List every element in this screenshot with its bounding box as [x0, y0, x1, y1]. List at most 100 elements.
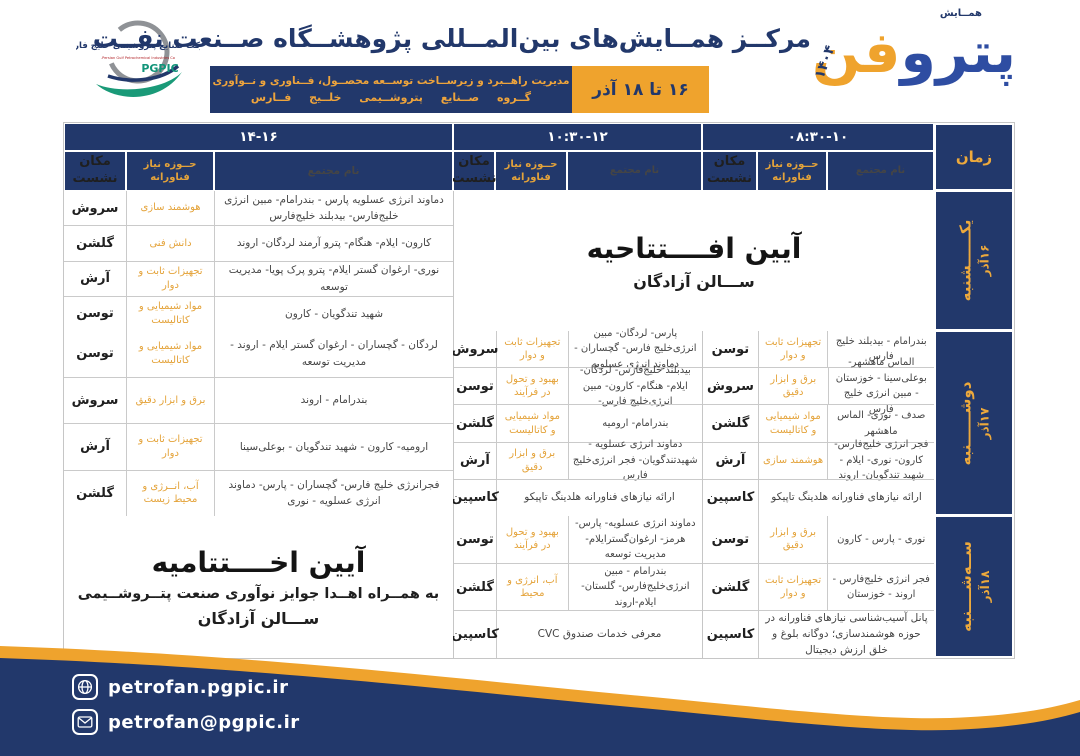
- day-cell: دوشــــــنبه ۱۷آذر: [934, 331, 1014, 516]
- schedule-row: معرفی خدمات صندوق CVC کاسپین: [451, 610, 702, 659]
- session-place-cell: توسن: [76, 306, 114, 322]
- schedule-table: زمان ۰۸:۳۰-۱۰ نام مجتمع حــوزه نیاز فناوران…: [63, 122, 1015, 659]
- need-area-cell: برق و ابزار دقیق: [126, 377, 214, 423]
- session-place-cell: گلشن: [711, 416, 750, 431]
- schedule-row: پانل آسیب‌شناسی نیازهای فناورانه در حوزه…: [703, 610, 934, 659]
- schedule-section-s08: نوری - پارس - کارون برق و ابزار دقیق توسن ف…: [702, 516, 934, 659]
- schedule-row: دماوند انرژی عسلویه - شهیدتندگویان- فجر …: [454, 439, 702, 481]
- column-header-need: حــوزه نیاز فناورانه: [757, 151, 827, 191]
- session-note-cell: معرفی خدمات صندوق CVC: [496, 611, 702, 659]
- venues-cell: فجر انرژی خلیج‌فارس- کارون- نوری- ایلام …: [827, 439, 934, 481]
- need-area-cell: مواد شیمیایی و کاتالیست: [126, 331, 214, 377]
- need-area-cell: دانش فنی: [126, 226, 214, 261]
- schedule-row: صدف - نوری- الماس ماهشهر مواد شیمیایی و ک…: [703, 404, 934, 442]
- session-place-cell: کاسپین: [706, 490, 755, 506]
- need-area-cell: مواد شیمیایی و کاتالیست: [126, 296, 214, 331]
- column-header-place: مکان نشست: [702, 151, 757, 191]
- page-header: شرکت صنایع پتروشیمی خلیج فارس Persian Gu…: [0, 0, 1080, 120]
- table-header-band: زمان ۰۸:۳۰-۱۰ نام مجتمع حــوزه نیاز فناوران…: [64, 123, 1014, 191]
- venues-cell: الماس ماهشهر- بوعلی‌سینا - خوزستان - مبی…: [827, 357, 934, 415]
- time-slot-label: ۰۸:۳۰-۱۰: [702, 123, 934, 152]
- schedule-row: پارس- لردگان- مبین انرژی‌خلیج فارس- گچسا…: [451, 328, 702, 370]
- schedule-section-s14: دماوند انرژی عسلویه پارس - بندرامام- مبی…: [64, 191, 453, 331]
- pgpic-abbr: PGPIC: [141, 62, 178, 75]
- header-section-s14: ۱۴-۱۶ نام مجتمع حــوزه نیاز فناورانه مکان ن…: [64, 123, 453, 191]
- session-place-cell: توسن: [711, 341, 750, 357]
- session-place-cell: آرش: [715, 453, 746, 469]
- header-section-s10: ۱۰:۳۰-۱۲ نام مجتمع حــوزه نیاز فناورانه مکا…: [451, 123, 702, 191]
- ceremony-cell: آیین اخــــتتامیه به همــراه اهــدا جوایز…: [64, 516, 453, 658]
- session-place-cell: آرش: [80, 271, 110, 287]
- venues-cell: دماوند انرژی عسلویه پارس - بندرامام- مبی…: [214, 191, 453, 226]
- day-label-rotated: یکــــــشنبه ۱۶آذر: [956, 220, 991, 302]
- venues-cell: بندرامام - مبین انرژی‌خلیج‌فارس- گلستان-…: [567, 563, 702, 611]
- need-area-cell: آب، انــرژی و محیط زیست: [126, 470, 214, 516]
- need-area-cell: تجهیزات ثابت و دوار: [496, 331, 568, 368]
- event-tag: همــایش: [939, 8, 982, 19]
- schedule-row: دماوند انرژی عسلویه- پارس- هرمز- ارغوان‌…: [454, 516, 702, 563]
- session-place-cell: سروش: [451, 341, 499, 357]
- website-text: petrofan.pgpic.ir: [108, 676, 289, 698]
- event-name-part2: فن: [811, 20, 901, 86]
- day-date: ۱۶آذر: [977, 244, 992, 277]
- need-area-cell: بهبود و تحول در فرآیند: [496, 516, 568, 563]
- column-header-name: نام مجتمع: [214, 151, 453, 191]
- session-note-cell: پانل آسیب‌شناسی نیازهای فناورانه در حوزه…: [758, 611, 934, 659]
- day-name: دوشــــــنبه: [956, 381, 975, 465]
- need-area-cell: هوشمند سازی: [757, 442, 828, 479]
- petrofan-logo: همــایش پتروفن ۱۴۰۴: [802, 2, 1016, 118]
- schedule-row: فجرانرژی خلیج فارس- گچساران - پارس- دماو…: [64, 469, 453, 516]
- event-name-part1: پترو: [900, 20, 1016, 86]
- schedule-row: ارومیه- کارون - شهید تندگویان - بوعلی‌سی…: [64, 423, 453, 470]
- session-place-cell: گلشن: [76, 235, 114, 251]
- schedule-row: کارون- ایلام- هنگام- پترو آرمند لردگان- …: [64, 225, 453, 261]
- day-label-rotated: دوشــــــنبه ۱۷آذر: [956, 381, 991, 465]
- schedule-row: بندرامام - مبین انرژی‌خلیج‌فارس- گلستان-…: [454, 562, 702, 611]
- email-icon: [72, 709, 98, 735]
- ceremony-hall: ســـالن آزادگان: [633, 271, 755, 291]
- header-section-s08: ۰۸:۳۰-۱۰ نام مجتمع حــوزه نیاز فناورانه مکا…: [702, 123, 934, 191]
- need-area-cell: بهبود و تحول در فرآیند: [496, 368, 568, 405]
- schedule-row: نوری - پارس - کارون برق و ابزار دقیق توسن: [703, 516, 934, 563]
- schedule-row: لردگان - گچساران - ارغوان گستر ایلام - ا…: [64, 331, 453, 377]
- time-slot-label: ۱۴-۱۶: [64, 123, 453, 152]
- website-row: petrofan.pgpic.ir: [72, 674, 300, 700]
- schedule-row: نوری- ارغوان گستر ایلام- پترو پرک پویا- …: [64, 260, 453, 296]
- need-area-cell: تجهیزات ثابت و دوار: [757, 331, 828, 368]
- day-cell: یکــــــشنبه ۱۶آذر: [934, 191, 1014, 331]
- day-name: ســه‌شــــنبه: [956, 541, 975, 632]
- session-place-cell: کاسپین: [706, 627, 755, 643]
- schedule-row: ارائه نیازهای فناورانه هلدینگ تاپیکو کاسپ…: [703, 478, 934, 517]
- session-place-cell: کاسپین: [451, 490, 499, 506]
- venues-cell: نوری - پارس - کارون: [827, 516, 934, 563]
- footer-wave: [0, 646, 1080, 756]
- day-name: یکــــــشنبه: [956, 219, 975, 302]
- schedule-row: فجر انرژی خلیج‌فارس - اروند - خوزستان تجه…: [703, 562, 934, 611]
- time-slot-label: ۱۰:۳۰-۱۲: [453, 123, 702, 152]
- column-header-need: حــوزه نیاز فناورانه: [495, 151, 567, 191]
- venues-cell: بیدبلند خلیج‌فارس- لردگان- ایلام- هنگام-…: [567, 365, 702, 407]
- session-place-cell: سروش: [71, 392, 119, 408]
- schedule-section-s08: بندرامام - بیدبلند خلیج فارس تجهیزات ثابت…: [702, 331, 934, 517]
- column-header-place: مکان نشست: [451, 151, 497, 191]
- session-place-cell: سروش: [71, 200, 119, 216]
- column-header-name: نام مجتمع: [567, 151, 702, 191]
- venues-cell: شهید تندگویان - کارون: [214, 296, 453, 331]
- session-place-cell: گلشن: [456, 579, 494, 595]
- need-area-cell: تجهیزات ثابت و دوار: [126, 261, 214, 296]
- day-cell: ســه‌شــــنبه ۱۸آذر: [934, 516, 1014, 658]
- venues-cell: فجرانرژی خلیج فارس- گچساران - پارس- دماو…: [214, 470, 453, 516]
- schedule-row: فجر انرژی خلیج‌فارس- کارون- نوری- ایلام …: [703, 439, 934, 481]
- schedule-row: دماوند انرژی عسلویه پارس - بندرامام- مبی…: [64, 191, 453, 226]
- session-place-cell: آرش: [80, 439, 110, 455]
- schedule-section-s10: پارس- لردگان- مبین انرژی‌خلیج فارس- گچسا…: [451, 328, 702, 517]
- column-header-need: حــوزه نیاز فناورانه: [126, 151, 214, 191]
- schedule-row: شهید تندگویان - کارون مواد شیمیایی و کاتا…: [64, 295, 453, 331]
- need-area-cell: برق و ابزار دقیق: [757, 516, 828, 563]
- session-place-cell: توسن: [456, 378, 494, 394]
- schedule-row: بندرامام - اروند برق و ابزار دقیق سروش: [64, 376, 453, 423]
- schedule-section-s10: دماوند انرژی عسلویه- پارس- هرمز- ارغوان‌…: [451, 516, 702, 659]
- pgpic-org-name-fa: شرکت صنایع پتروشیمی خلیج فارس: [76, 41, 200, 51]
- column-headers-row: نام مجتمع حــوزه نیاز فناورانه مکان نشست: [451, 151, 702, 191]
- day-label-rotated: ســه‌شــــنبه ۱۸آذر: [956, 541, 991, 632]
